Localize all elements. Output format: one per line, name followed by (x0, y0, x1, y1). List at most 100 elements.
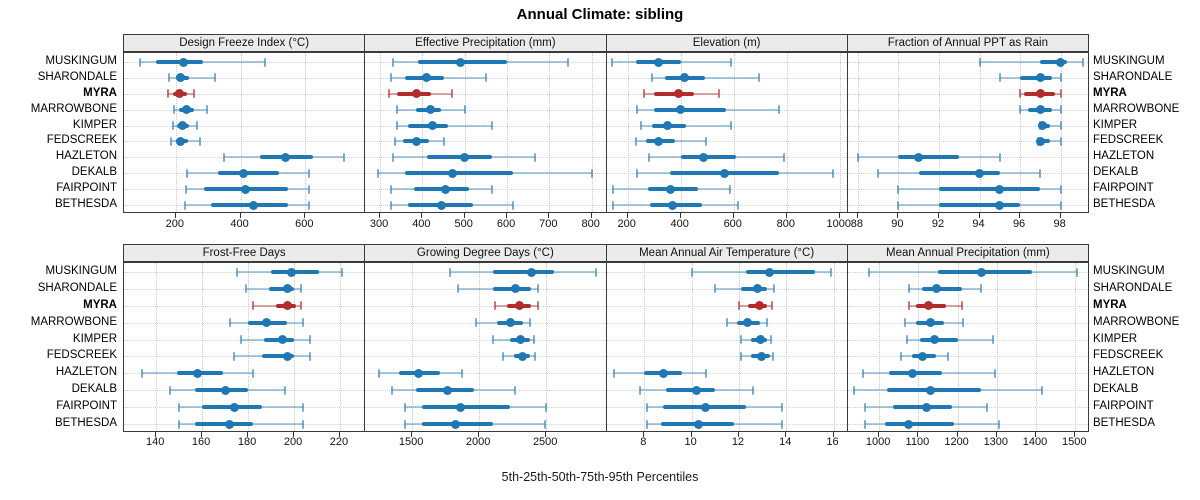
interval-bar-25-75 (217, 171, 280, 176)
vertical-gridline (839, 53, 841, 212)
median-dot (447, 168, 457, 178)
vertical-gridline (833, 263, 835, 431)
panel-strip: Mean Annual Air Temperature (°C) (605, 244, 848, 262)
whisker-cap-5th (714, 284, 717, 294)
whisker-cap-95th (728, 184, 731, 194)
horizontal-row-guide (847, 141, 1088, 143)
interval-bar-25-75 (421, 405, 510, 410)
horizontal-row-guide (365, 390, 606, 392)
interval-bar-25-75 (938, 203, 1021, 207)
median-dot (1035, 105, 1045, 115)
axis-tick-mark (737, 432, 739, 437)
vertical-gridline (738, 263, 740, 431)
horizontal-row-guide (847, 373, 1088, 375)
whisker-cap-95th (772, 351, 775, 361)
whisker-cap-95th (205, 105, 208, 115)
whisker-cap-95th (543, 419, 546, 429)
vertical-gridline (680, 53, 682, 212)
whisker-cap-5th (645, 419, 648, 429)
horizontal-row-guide (606, 339, 847, 341)
horizontal-row-guide (365, 109, 606, 111)
median-dot (698, 152, 708, 162)
whisker-cap-95th (1039, 168, 1042, 178)
whisker-cap-5th (856, 152, 859, 162)
median-dot (240, 184, 250, 194)
site-label-right: BETHESDA (1093, 417, 1155, 429)
whisker-cap-95th (263, 57, 266, 67)
horizontal-row-guide (124, 141, 365, 143)
horizontal-row-guide (606, 93, 847, 95)
site-label-right: BETHESDA (1093, 198, 1155, 210)
whisker-cap-95th (299, 284, 302, 294)
median-dot (754, 301, 764, 311)
median-dot (658, 368, 668, 378)
site-label-left: MYRA (83, 86, 117, 99)
horizontal-row-guide (124, 157, 365, 159)
whisker-cap-95th (302, 318, 305, 328)
median-dot (742, 318, 752, 328)
site-label-right: FEDSCREEK (1093, 349, 1164, 362)
whisker-cap-95th (302, 419, 305, 429)
whisker-cap-95th (484, 73, 487, 83)
median-dot (680, 73, 690, 83)
axis-tick-mark (174, 213, 176, 218)
whisker-cap-5th (907, 301, 910, 311)
axis-tick-label: 12 (731, 436, 745, 448)
axis-tick-mark (626, 213, 628, 218)
median-dot (756, 351, 766, 361)
axis-tick-mark (917, 432, 919, 437)
whisker-cap-5th (166, 89, 169, 99)
interval-bar-25-75 (922, 286, 962, 291)
site-label-left: HAZLETON (55, 366, 117, 379)
whisker-cap-95th (460, 368, 463, 378)
whisker-cap-95th (832, 168, 835, 178)
horizontal-row-guide (606, 62, 847, 63)
median-dot (225, 419, 235, 429)
whisker-cap-5th (178, 419, 181, 429)
horizontal-row-guide (847, 109, 1088, 111)
whisker-cap-95th (1059, 200, 1062, 210)
interval-bar-25-75 (938, 187, 1041, 192)
whisker-cap-5th (647, 152, 650, 162)
axis-tick-mark (247, 432, 249, 437)
site-label-right: SHARONDALE (1093, 281, 1173, 294)
median-dot (411, 136, 421, 146)
median-dot (505, 318, 515, 328)
whisker-cap-5th (389, 200, 392, 210)
whisker-cap-5th (395, 121, 398, 131)
site-label-left: KIMPER (72, 332, 117, 345)
site-label-left: FAIRPOINT (56, 182, 117, 195)
median-dot (931, 284, 941, 294)
whisker-cap-5th (726, 318, 729, 328)
axis-tick-mark (338, 432, 340, 437)
whisker-cap-95th (533, 152, 536, 162)
horizontal-row-guide (847, 125, 1088, 127)
whisker-cap-5th (639, 121, 642, 131)
whisker-cap-5th (376, 168, 379, 178)
whisker-cap-5th (475, 318, 478, 328)
whisker-cap-5th (171, 121, 174, 131)
site-label-left: SHARONDALE (37, 281, 117, 294)
horizontal-row-guide (124, 288, 365, 290)
whisker-cap-5th (868, 267, 871, 277)
site-label-right: HAZLETON (1093, 366, 1155, 379)
whisker-cap-5th (610, 57, 613, 67)
median-dot (1035, 136, 1045, 146)
axis-tick-mark (956, 432, 958, 437)
whisker-cap-95th (590, 168, 593, 178)
median-dot (662, 121, 672, 131)
whisker-cap-95th (491, 184, 494, 194)
axis-tick-mark (679, 213, 681, 218)
whisker-cap-95th (192, 89, 195, 99)
whisker-cap-5th (141, 368, 144, 378)
panel-strip: Growing Degree Days (°C) (364, 244, 607, 262)
whisker-cap-95th (534, 351, 537, 361)
axis-tick-mark (785, 213, 787, 218)
whisker-cap-5th (502, 351, 505, 361)
axis-tick-mark (878, 432, 880, 437)
axis-tick-mark (478, 432, 480, 437)
interval-bar-25-75 (405, 171, 514, 176)
site-label-left: BETHESDA (55, 198, 117, 210)
interval-bar-25-75 (426, 155, 493, 160)
median-dot (422, 73, 432, 83)
